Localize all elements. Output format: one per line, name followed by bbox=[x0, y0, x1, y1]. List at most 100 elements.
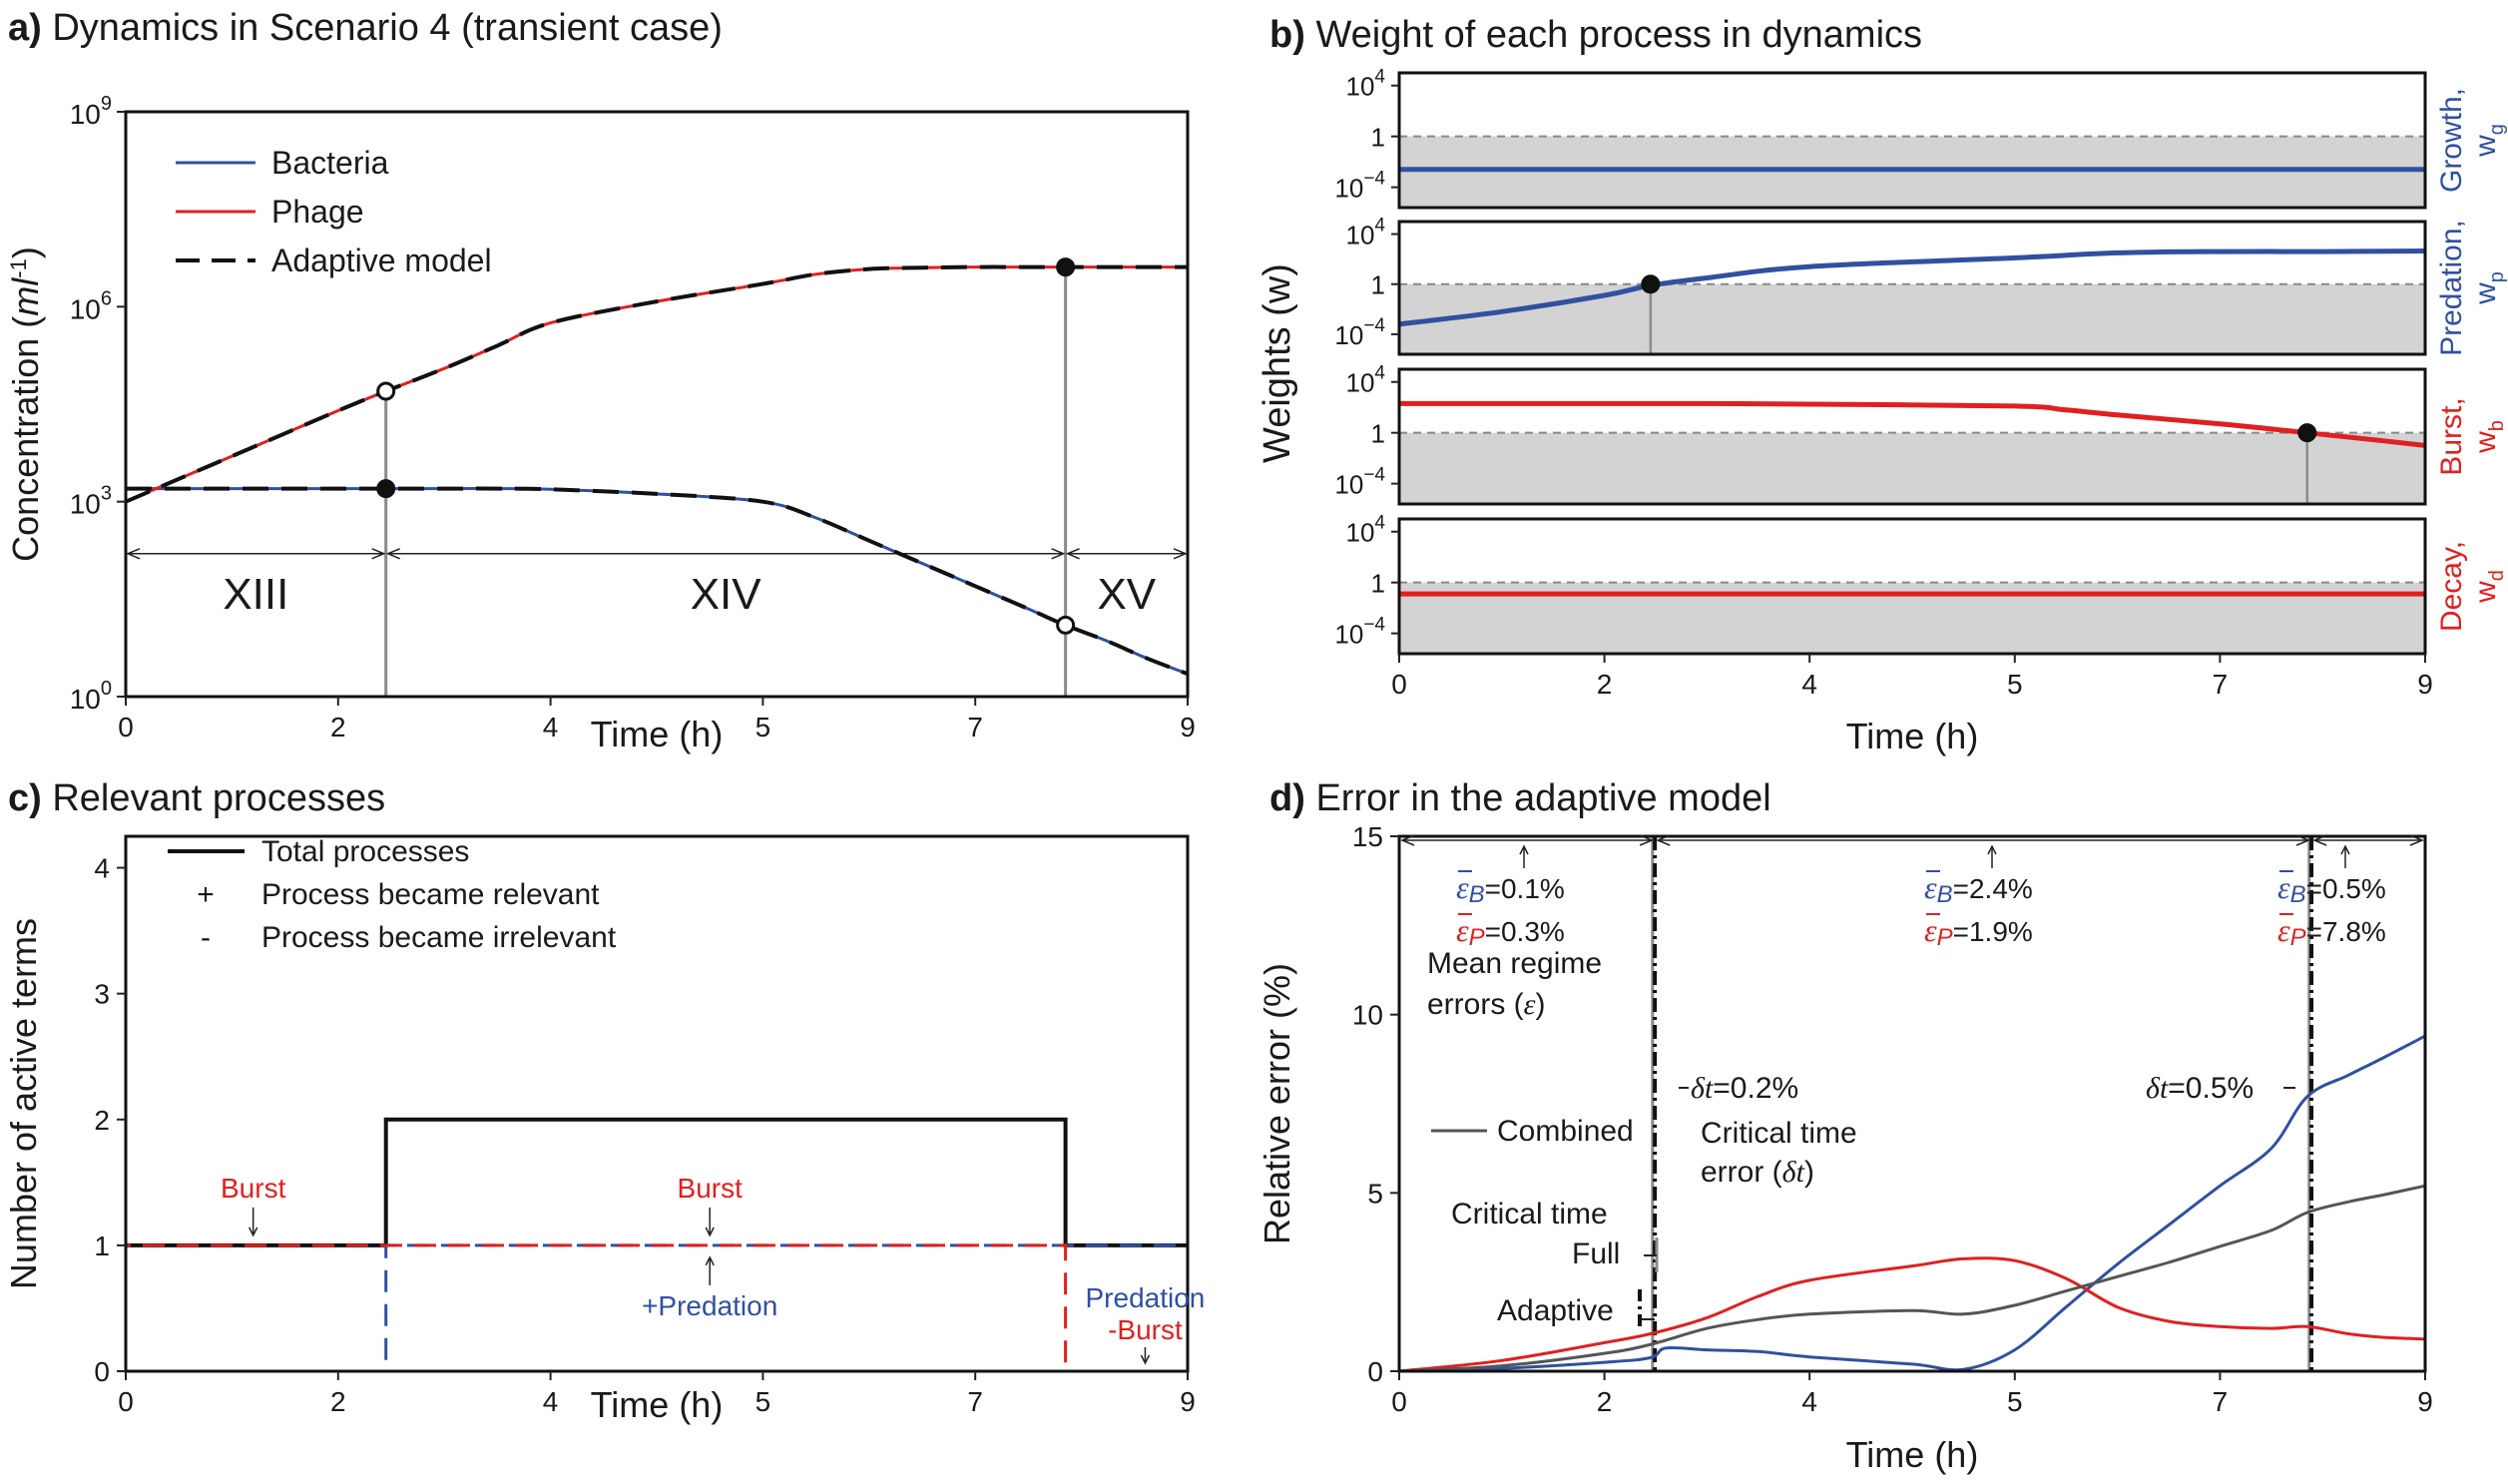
b-marker bbox=[1641, 274, 1661, 294]
b-x-tick-label: 5 bbox=[2007, 669, 2023, 700]
c-y-label: Number of active terms bbox=[3, 918, 44, 1289]
c-x-tick-label: 9 bbox=[1180, 1386, 1196, 1417]
b-y-tick-label: 10−4 bbox=[1334, 169, 1385, 204]
d-regime-error-bacteria: εB=2.4% bbox=[1924, 869, 2033, 908]
tick-base: 1 bbox=[1371, 419, 1385, 449]
c-legend-label: Process became irrelevant bbox=[261, 921, 617, 954]
d-mean-errors-text: Mean regime bbox=[1427, 947, 1602, 980]
b-marker bbox=[2297, 423, 2317, 443]
b-y-tick-label: 1 bbox=[1371, 123, 1385, 153]
c-annotation-arrow-head bbox=[705, 1255, 715, 1266]
a-x-tick-label: 2 bbox=[330, 712, 346, 742]
d-regime-arrow-head-right bbox=[1639, 834, 1655, 846]
a-regime-arrow-head-right bbox=[371, 548, 386, 560]
b-y-tick-label: 10−4 bbox=[1334, 465, 1385, 500]
a-x-tick-label: 9 bbox=[1180, 712, 1196, 742]
error-value: =7.8% bbox=[2306, 916, 2386, 947]
y-label-part: -1 bbox=[6, 258, 31, 278]
b-x-tick-label: 7 bbox=[2213, 669, 2229, 700]
c-annotation: -Burst bbox=[1108, 1314, 1183, 1345]
tick-base: 10 bbox=[1346, 221, 1375, 250]
epsilon-symbol: ε bbox=[2277, 869, 2290, 905]
b-x-tick-label: 4 bbox=[1801, 669, 1817, 700]
weight-symbol: w bbox=[2469, 135, 2502, 158]
d-critical-time-text: Critical time bbox=[1451, 1198, 1608, 1231]
a-y-label: Concentration (ml-1) bbox=[5, 247, 46, 562]
c-plot-frame bbox=[124, 834, 1190, 1373]
c-y-tick-label: 4 bbox=[94, 853, 110, 884]
y-label-part: Concentration ( bbox=[5, 316, 46, 562]
b-subplot-frame bbox=[1397, 367, 2427, 506]
tick-base: 10 bbox=[70, 99, 101, 130]
a-series-adaptive-phage bbox=[125, 264, 1188, 504]
a-regime-arrow-head-right bbox=[1051, 548, 1066, 560]
d-adaptive-label: Adaptive bbox=[1497, 1294, 1614, 1327]
epsilon-subscript: B bbox=[1469, 881, 1485, 908]
b-weight-symbol: wd bbox=[2469, 570, 2508, 604]
d-x-tick-label: 9 bbox=[2417, 1386, 2433, 1417]
tick-exponent: −4 bbox=[1363, 315, 1385, 336]
d-y-tick-label: 15 bbox=[1352, 821, 1383, 852]
b-process-label: Burst, bbox=[2435, 397, 2468, 475]
tick-exponent: 4 bbox=[1374, 216, 1385, 237]
d-regime-error-phage: εP=1.9% bbox=[1924, 912, 2033, 951]
panel-letter: d) bbox=[1269, 777, 1315, 819]
b-x-tick-label: 2 bbox=[1597, 669, 1613, 700]
c-legend-label: Process became relevant bbox=[261, 878, 600, 911]
c-annotation: Predation bbox=[1086, 1282, 1206, 1313]
a-marker bbox=[376, 479, 396, 499]
tick-base: 10 bbox=[1334, 320, 1363, 350]
a-marker bbox=[1056, 615, 1076, 635]
b-subplot-frame bbox=[1397, 220, 2427, 356]
b-process-label: Predation, bbox=[2435, 220, 2468, 356]
b-shaded-region bbox=[1399, 136, 2425, 208]
epsilon-subscript: P bbox=[2290, 924, 2306, 951]
d-regime-arrow-head-left bbox=[1400, 834, 1415, 846]
b-y-tick-label: 1 bbox=[1371, 569, 1385, 599]
b-y-tick-label: 10−4 bbox=[1334, 315, 1385, 350]
c-annotation: Burst bbox=[678, 1173, 744, 1204]
d-series-phage bbox=[1398, 1256, 2426, 1373]
b-process-label: Growth, bbox=[2435, 88, 2468, 193]
d-regime-arrow-head-left bbox=[2312, 834, 2327, 846]
panel-c-title: c) Relevant processes bbox=[8, 777, 385, 819]
b-x-tick-label: 9 bbox=[2417, 669, 2433, 700]
a-x-label: Time (h) bbox=[591, 714, 724, 754]
c-annotation-arrow-head bbox=[249, 1227, 258, 1237]
a-legend-label: Adaptive model bbox=[271, 243, 492, 278]
b-y-tick-label: 104 bbox=[1346, 67, 1386, 102]
c-x-tick-label: 0 bbox=[118, 1386, 134, 1417]
epsilon-symbol: ε bbox=[1456, 912, 1469, 948]
c-legend-label: Total processes bbox=[261, 835, 469, 868]
a-regime-arrow-head-left bbox=[385, 548, 400, 560]
panel-d-title: d) Error in the adaptive model bbox=[1269, 777, 1771, 819]
tick-base: 10 bbox=[1334, 174, 1363, 204]
tick-base: 10 bbox=[1334, 620, 1363, 650]
c-x-label: Time (h) bbox=[591, 1384, 724, 1425]
d-full-label: Full bbox=[1572, 1237, 1620, 1270]
b-x-tick-label: 0 bbox=[1391, 669, 1407, 700]
c-x-tick-label: 5 bbox=[755, 1386, 771, 1417]
b-process-label: Decay, bbox=[2435, 541, 2468, 632]
panel-title-text: Relevant processes bbox=[52, 777, 385, 819]
a-regime-label: XV bbox=[1097, 570, 1156, 619]
delta-symbol: δt bbox=[1782, 1156, 1805, 1189]
epsilon-symbol: ε bbox=[2277, 912, 2290, 948]
a-plot-frame bbox=[124, 110, 1190, 699]
d-y-tick-label: 5 bbox=[1367, 1178, 1383, 1209]
d-x-tick-label: 7 bbox=[2213, 1386, 2229, 1417]
b-y-tick-label: 104 bbox=[1346, 513, 1386, 548]
panel-title-text: Dynamics in Scenario 4 (transient case) bbox=[52, 7, 723, 49]
b-y-label: Weights (w) bbox=[1256, 263, 1298, 463]
tick-exponent: 0 bbox=[101, 678, 112, 700]
d-x-tick-label: 2 bbox=[1597, 1386, 1613, 1417]
d-delta-t-label: δt=0.5% bbox=[2146, 1072, 2254, 1105]
b-y-tick-label: 10−4 bbox=[1334, 615, 1385, 650]
epsilon-symbol: ε bbox=[1924, 912, 1937, 948]
d-y-label: Relative error (%) bbox=[1256, 963, 1297, 1244]
d-regime-error-phage: εP=7.8% bbox=[2277, 912, 2386, 951]
tick-base: 10 bbox=[70, 293, 101, 324]
epsilon-subscript: P bbox=[1469, 924, 1485, 951]
b-subplot-frame bbox=[1397, 517, 2427, 656]
b-y-tick-label: 104 bbox=[1346, 363, 1386, 398]
